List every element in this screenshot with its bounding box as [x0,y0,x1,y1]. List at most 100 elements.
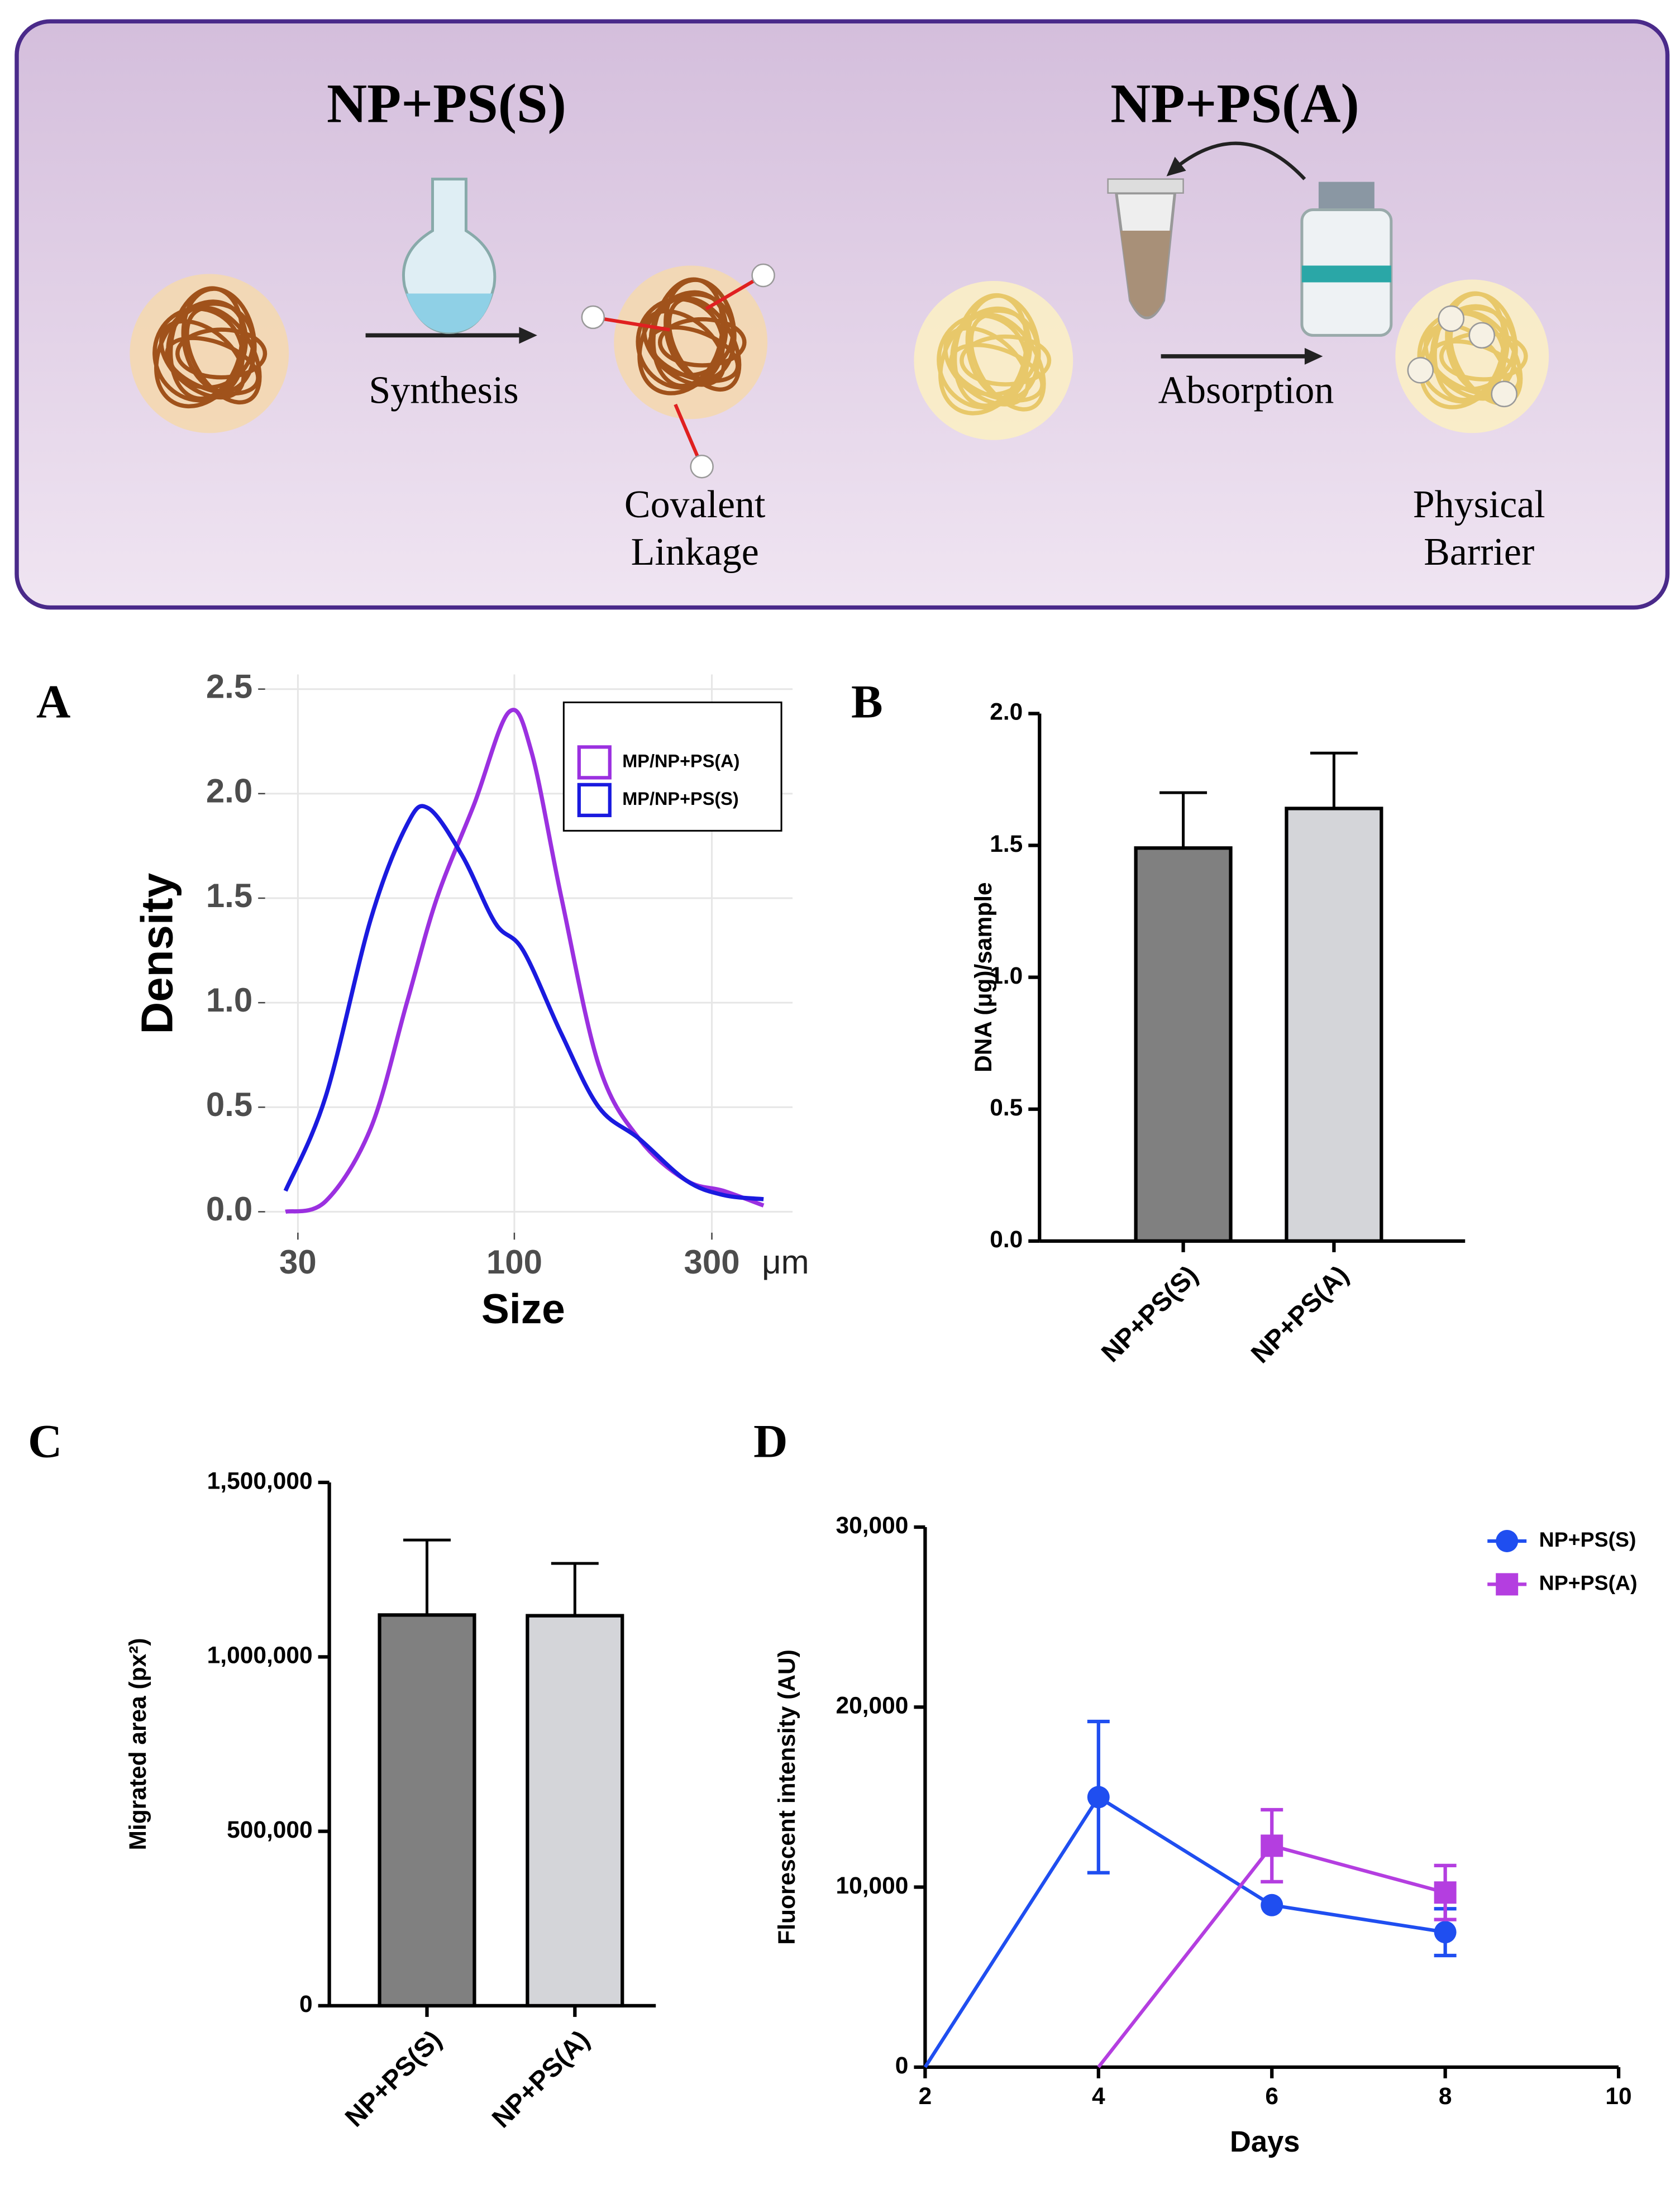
legend-marker [1496,1529,1519,1552]
bar [1134,846,1233,1243]
yarn-strand [648,292,736,378]
tube-content [1120,231,1171,317]
legend-label: MP/NP+PS(S) [622,789,738,809]
note: Linkage [631,531,759,574]
y-tick-label: 2.5 [206,668,252,705]
marker [1087,1786,1110,1809]
particle [1438,305,1465,332]
y-tick-label: 500,000 [227,1816,313,1843]
x-axis-title: Size [481,1285,565,1332]
linker [593,315,670,332]
bar [378,1613,476,2008]
x-tick-label: 4 [1092,2083,1105,2109]
panel-label: A [36,675,70,728]
y-tick-label: 0 [299,1991,313,2017]
marker [1261,1834,1283,1857]
y-tick-label: 30,000 [836,1512,909,1538]
vial-cap [1318,182,1374,210]
panel-label: C [28,1415,62,1468]
y-tick-label: 1.0 [990,962,1023,989]
y-axis-title: Density [132,872,182,1034]
arrow-head [519,327,537,344]
yarn-strand [969,313,1046,412]
marker [1434,1921,1457,1944]
y-axis-title: Fluorescent intensity (AU) [774,1649,800,1945]
x-tick-label: 6 [1265,2083,1278,2109]
x-tick-label: 30 [279,1243,317,1281]
x-tick-label: 2 [919,2083,932,2109]
y-tick-label: 1.5 [990,831,1023,857]
bar [1285,807,1383,1243]
y-axis-title: DNA (μg)/sample [970,882,996,1072]
particle [1491,380,1517,408]
y-tick-label: 1.0 [206,981,252,1019]
y-axis-title: Migrated area (px²) [125,1638,151,1851]
note: Barrier [1424,531,1534,574]
diagram-title: NP+PS(A) [1110,73,1359,135]
x-tick-label: NP+PS(A) [1245,1260,1354,1369]
legend-label: NP+PS(A) [1539,1571,1638,1594]
yarn-strand [175,327,268,380]
particle [751,263,775,288]
x-tick-label: 8 [1439,2083,1452,2109]
yarn-strand [166,301,255,390]
diagram-box [15,19,1670,610]
yarn-strand [1433,291,1506,402]
y-tick-label: 1.5 [206,877,252,914]
y-tick-label: 0.5 [990,1094,1023,1120]
yarn-strand [168,286,245,401]
x-axis-title: Days [1230,2126,1300,2158]
series-line [923,1795,1446,2068]
y-tick-label: 10,000 [836,1872,909,1899]
step-label: Absorption [1158,369,1334,412]
step-label: Synthesis [369,369,518,412]
x-tick-label: 10 [1605,2083,1631,2109]
legend-label: NP+PS(S) [1539,1528,1636,1551]
arrow-head [1304,347,1323,365]
flask-liquid [406,293,493,333]
note: Physical [1413,483,1545,526]
y-tick-label: 0.0 [206,1190,252,1228]
x-tick-label: 300 [684,1243,740,1281]
yarn-strand [960,334,1052,387]
diagram-title: NP+PS(S) [327,73,566,135]
x-unit: μm [762,1243,809,1281]
note: Covalent [624,483,766,526]
legend-marker [1496,1573,1519,1596]
x-tick-label: NP+PS(A) [486,2025,595,2134]
y-tick-label: 20,000 [836,1692,909,1718]
tube-cap [1107,178,1184,194]
particle [581,305,605,330]
panel-label: D [753,1415,787,1468]
vial-label [1301,265,1391,283]
legend-swatch [577,745,612,780]
legend-label: MP/NP+PS(A) [622,751,739,771]
arrow-head [1166,156,1186,177]
y-tick-label: 2.0 [206,772,252,810]
y-tick-label: 0 [895,2052,909,2078]
marker [1434,1881,1457,1904]
particle [1407,357,1434,384]
yarn-strand [667,296,742,392]
yarn-strand [657,317,747,368]
particle [1468,322,1495,349]
y-tick-label: 0.0 [990,1226,1023,1252]
density-line [283,804,764,1201]
y-tick-label: 0.5 [206,1086,252,1123]
marker [1261,1894,1283,1916]
y-tick-label: 1,000,000 [207,1642,313,1668]
yarn-strand [952,293,1029,408]
legend-box [562,701,782,832]
arrow [1171,141,1306,180]
y-tick-label: 1,500,000 [207,1467,313,1494]
yarn-strand [950,308,1039,397]
legend-swatch [577,783,612,817]
particle [690,455,714,479]
y-tick-label: 2.0 [990,699,1023,725]
bar [526,1614,624,2008]
panel-label: B [851,675,883,728]
x-tick-label: NP+PS(S) [340,2025,447,2133]
x-tick-label: 100 [486,1243,542,1281]
